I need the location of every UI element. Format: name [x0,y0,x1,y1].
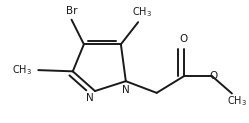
Text: N: N [122,85,130,95]
Text: CH$_3$: CH$_3$ [227,95,247,108]
Text: CH$_3$: CH$_3$ [132,5,152,19]
Text: CH$_3$: CH$_3$ [12,63,32,77]
Text: Br: Br [66,6,77,16]
Text: N: N [86,93,94,103]
Text: O: O [209,71,218,81]
Text: O: O [180,34,188,44]
